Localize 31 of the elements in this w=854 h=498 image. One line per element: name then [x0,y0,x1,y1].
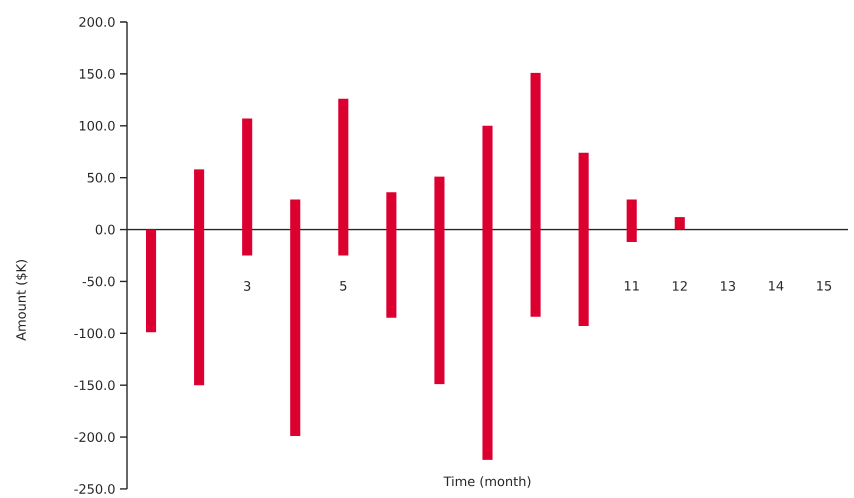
y-tick-label: -50.0 [82,276,115,286]
y-tick-label: 100.0 [80,120,115,131]
y-tick-label: -150.0 [74,380,115,390]
bar [146,229,156,332]
bar [386,192,396,318]
y-tick-label: 50.0 [88,172,115,182]
x-tick-label: 15 [817,280,832,291]
bar [338,98,348,256]
bar [290,199,300,436]
y-tick-label: 200.0 [79,17,115,27]
bar [482,126,493,460]
x-tick-label: 5 [340,280,346,291]
bar [578,152,589,326]
bar [242,118,252,256]
x-axis-title: Time (month) [443,476,530,488]
y-tick-label: -250.0 [74,484,115,494]
x-tick-label: 11 [624,280,639,290]
bar [194,169,204,386]
y-axis-title: Amount ($K) [16,260,28,341]
x-tick-label: 14 [769,280,784,290]
y-tick-label: -100.0 [74,328,115,338]
bar [434,176,444,384]
x-tick-label: 3 [244,280,250,291]
bar [626,199,637,242]
y-tick-label: -200.0 [74,432,115,442]
y-tick-label: 0.0 [96,224,115,234]
bar [674,217,685,230]
y-tick-label: 150.0 [80,68,115,79]
bar [530,72,541,317]
x-tick-label: 12 [672,280,687,291]
x-tick-label: 13 [721,280,736,291]
